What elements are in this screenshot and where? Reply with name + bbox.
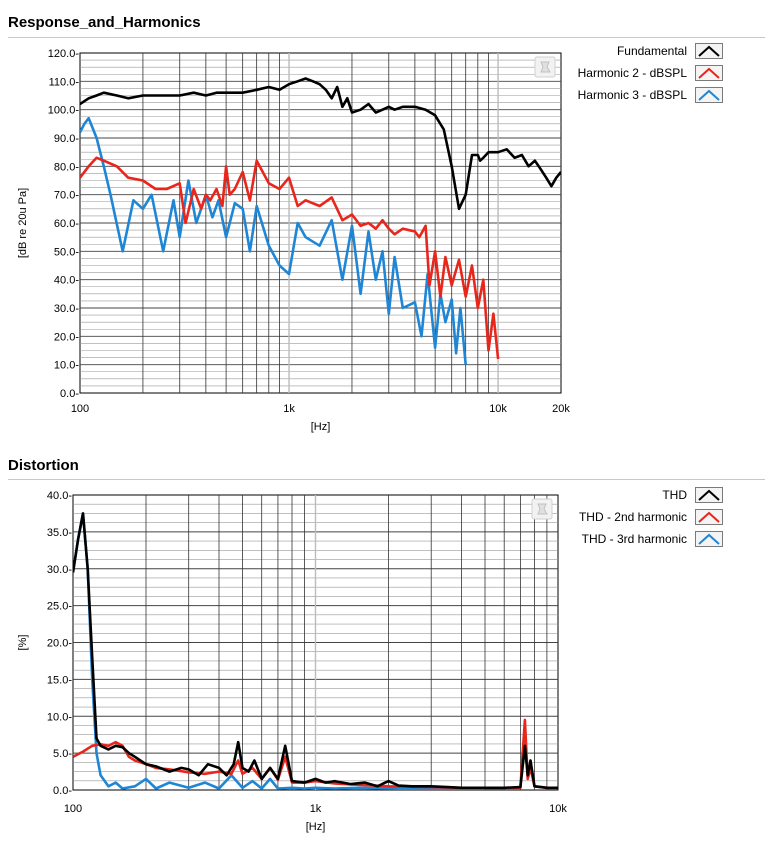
series-line-thd-3rd-harmonic (73, 512, 485, 790)
y-tick-label: 110.0- (49, 76, 80, 88)
y-tick-label: 5.0- (53, 748, 72, 760)
legend-item-fundamental[interactable]: Fundamental (578, 40, 723, 62)
y-tick-label: 10.0- (54, 360, 79, 372)
series-plot-style-icon[interactable] (695, 509, 723, 525)
x-tick-label: 100 (64, 803, 82, 815)
y-tick-label: 20.0- (47, 638, 72, 650)
y-tick-label: 25.0- (47, 601, 72, 613)
legend-item-thd-3rd[interactable]: THD - 3rd harmonic (579, 528, 723, 550)
section-divider (8, 479, 765, 480)
series-plot-style-icon[interactable] (695, 65, 723, 81)
x-tick-label: 100 (71, 403, 89, 415)
legend-label: THD (662, 488, 687, 502)
y-tick-label: 0.0- (60, 388, 79, 400)
legend-label: Fundamental (616, 44, 687, 58)
series-line-harmonic-2-dbspl (80, 156, 500, 360)
legend-item-thd[interactable]: THD (579, 484, 723, 506)
y-tick-label: 10.0- (47, 711, 72, 723)
response-chart[interactable]: 0.0- 10.0- 20.0- 30.0- 40.0- 50.0- 60.0- 70.0- 8… (8, 38, 765, 438)
legend-label: Harmonic 2 - dBSPL (577, 66, 687, 80)
legend-label: Harmonic 3 - dBSPL (577, 88, 687, 102)
series-plot-style-icon[interactable] (695, 43, 723, 59)
distortion-legend: THD THD - 2nd harmonic THD - 3rd harmoni… (579, 484, 723, 550)
series-plot-style-icon[interactable] (695, 487, 723, 503)
y-tick-label: 50.0- (54, 246, 79, 258)
section-divider (8, 37, 765, 38)
y-tick-label: 40.0- (54, 275, 79, 287)
y-tick-label: 30.0- (54, 303, 79, 315)
legend-item-harmonic-2[interactable]: Harmonic 2 - dBSPL (578, 62, 723, 84)
x-tick-label: 10k (549, 803, 567, 815)
x-tick-label: 1k (283, 403, 295, 415)
y-tick-label: 80.0- (54, 161, 79, 173)
y-tick-label: 120.0- (48, 48, 80, 60)
legend-label: THD - 2nd harmonic (578, 510, 687, 524)
y-tick-label: 20.0- (54, 331, 79, 343)
chart-title-response: Response_and_Harmonics (8, 14, 201, 31)
y-tick-label: 15.0- (47, 674, 72, 686)
legend-item-thd-2nd[interactable]: THD - 2nd harmonic (579, 506, 723, 528)
x-tick-label: 20k (552, 403, 570, 415)
x-tick-label: 10k (489, 403, 507, 415)
x-axis-label: [Hz] (306, 821, 326, 833)
series-plot-style-icon[interactable] (695, 87, 723, 103)
y-tick-label: 35.0- (47, 527, 72, 539)
x-axis-label: [Hz] (311, 421, 331, 433)
y-tick-label: 70.0- (54, 190, 79, 202)
chart-title-distortion: Distortion (8, 457, 79, 474)
y-axis-label: [%] (17, 635, 29, 651)
y-tick-label: 100.0- (48, 105, 80, 117)
plot-tools-icon[interactable] (531, 498, 553, 520)
y-tick-label: 30.0- (47, 564, 72, 576)
y-tick-label: 60.0- (54, 218, 79, 230)
legend-label: THD - 3rd harmonic (581, 532, 687, 546)
response-legend: Fundamental Harmonic 2 - dBSPL Harmonic … (578, 40, 723, 106)
y-axis-label: [dB re 20u Pa] (17, 188, 29, 258)
series-plot-style-icon[interactable] (695, 531, 723, 547)
x-tick-label: 1k (310, 803, 322, 815)
distortion-chart[interactable]: 0.0- 5.0- 10.0- 15.0- 20.0- 25.0- 30.0- 35.0- 40… (8, 480, 765, 840)
y-tick-label: 90.0- (54, 133, 79, 145)
series-line-fundamental (80, 77, 561, 211)
legend-item-harmonic-3[interactable]: Harmonic 3 - dBSPL (578, 84, 723, 106)
y-tick-label: 40.0- (47, 490, 72, 502)
plot-tools-icon[interactable] (534, 56, 556, 78)
y-tick-label: 0.0- (53, 785, 72, 797)
series-line-thd (73, 512, 558, 790)
series-line-harmonic-3-dbspl (80, 116, 467, 365)
